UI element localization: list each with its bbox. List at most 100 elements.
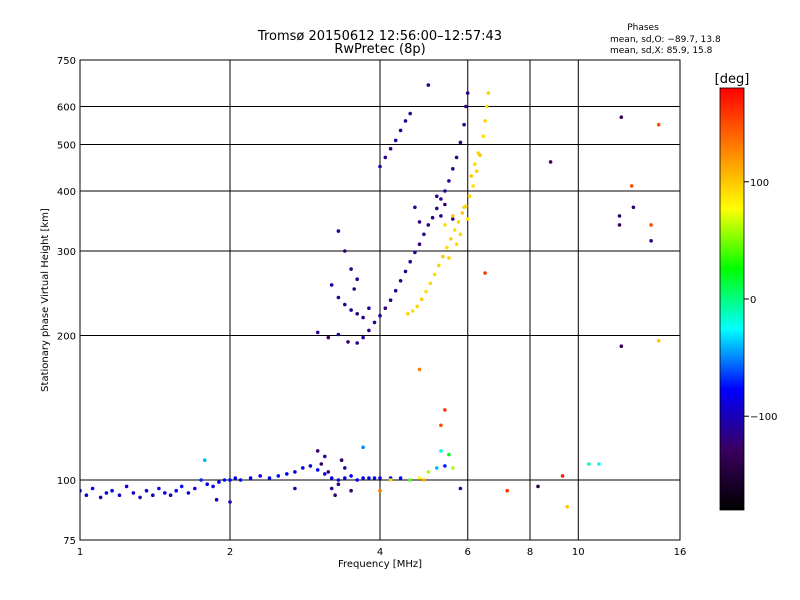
echo-point (536, 484, 540, 489)
colorbar-label: [deg] (715, 72, 750, 87)
echo-point (435, 194, 439, 199)
echo-point (403, 269, 408, 274)
echo-point (441, 254, 445, 259)
echo-point (267, 476, 272, 480)
echo-point (336, 478, 341, 482)
echo-point (378, 313, 382, 318)
echo-point (349, 474, 353, 478)
x-tick-label: 2 (227, 547, 233, 558)
x-axis-label: Frequency [MHz] (338, 559, 422, 570)
echo-point (460, 211, 465, 215)
echo-point (349, 308, 353, 312)
echo-point (447, 256, 451, 260)
echo-point (505, 488, 510, 493)
echo-point (471, 184, 475, 188)
echo-point (90, 486, 95, 491)
echo-point (617, 214, 622, 218)
echo-point (398, 128, 403, 133)
echo-point (315, 468, 320, 472)
echo-point (355, 277, 360, 282)
echo-point (329, 283, 334, 287)
echo-point (138, 495, 142, 500)
echo-point (462, 122, 466, 127)
echo-point (486, 91, 491, 95)
echo-point (276, 474, 281, 478)
echo-point (629, 184, 634, 188)
echo-point (565, 504, 569, 509)
echo-point (462, 205, 466, 210)
echo-point (587, 462, 591, 466)
echo-point (419, 297, 424, 302)
echo-point (483, 271, 487, 275)
echo-point (326, 470, 331, 474)
echo-point (393, 288, 398, 293)
y-tick-label: 500 (57, 141, 76, 152)
echo-point (474, 169, 479, 173)
echo-point (422, 478, 426, 482)
echo-point (403, 119, 408, 123)
x-tick-label: 1 (77, 547, 83, 558)
echo-point (388, 298, 393, 303)
echo-point (174, 488, 178, 493)
echo-point (656, 339, 661, 343)
echo-point (398, 476, 403, 480)
echo-point (124, 484, 129, 489)
echo-point (285, 472, 289, 476)
echo-point (349, 267, 353, 271)
echo-point (193, 486, 197, 491)
echo-point (649, 223, 653, 227)
echo-point (355, 312, 360, 316)
x-axis-ticks: 1 2 4 6 8 10 16 (77, 547, 687, 558)
x-tick-label: 10 (572, 547, 585, 558)
echo-point (367, 476, 371, 480)
y-axis-label: Stationary phase Virtual Height [km] (40, 208, 51, 392)
chart-title: Tromsø 20150612 12:56:00–12:57:43 (257, 29, 502, 44)
echo-point (343, 249, 347, 253)
echo-point (346, 340, 350, 344)
echo-point (199, 478, 203, 482)
echo-point (355, 341, 360, 345)
x-tick-label: 4 (377, 547, 383, 558)
echo-point (454, 242, 459, 246)
echo-point (619, 344, 624, 349)
echo-point (372, 476, 377, 480)
x-tick-label: 8 (527, 547, 533, 558)
echo-point (217, 480, 221, 484)
echo-point (323, 454, 327, 459)
echo-point (329, 476, 334, 480)
echo-point (454, 155, 459, 160)
echo-point (422, 232, 426, 237)
echo-point (293, 486, 297, 491)
echo-point (238, 478, 243, 482)
echo-point (383, 155, 388, 160)
echo-point (157, 486, 161, 491)
echo-point (349, 488, 353, 493)
echo-point (439, 197, 443, 201)
echo-point (456, 220, 461, 224)
echo-point (426, 223, 431, 227)
echo-point (439, 214, 443, 218)
echo-point (336, 229, 341, 233)
echo-point (413, 205, 417, 210)
echo-point (339, 458, 344, 463)
echo-point (361, 315, 365, 320)
echo-point (439, 423, 443, 428)
echo-point (417, 242, 422, 246)
echo-point (84, 493, 89, 498)
echo-point (417, 220, 422, 224)
echo-point (451, 167, 455, 171)
echo-point (323, 472, 327, 476)
echo-point (435, 206, 439, 211)
echo-point (293, 470, 297, 474)
echo-point (443, 223, 447, 227)
echo-point (336, 295, 341, 300)
echo-point (417, 367, 422, 372)
echo-point (372, 320, 377, 325)
echo-point (408, 259, 413, 264)
y-tick-label: 200 (57, 332, 76, 343)
echo-point (443, 464, 447, 468)
echo-point (467, 194, 472, 199)
echo-point (214, 497, 219, 502)
echo-point (408, 478, 413, 482)
